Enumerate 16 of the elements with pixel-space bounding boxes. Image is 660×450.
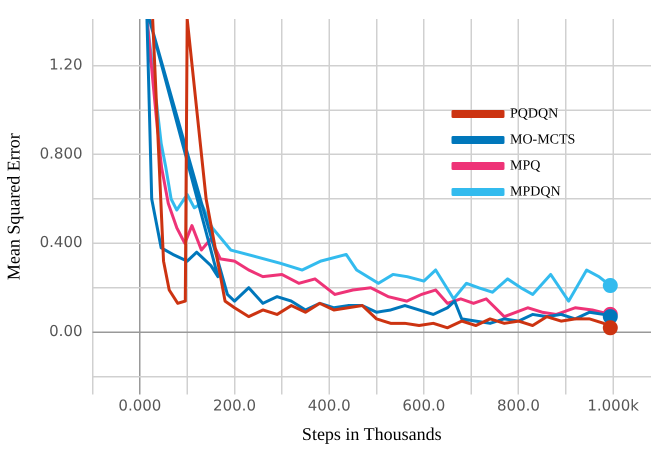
y-tick-label: 0.00 <box>49 322 83 340</box>
x-tick-label: 1.000k <box>587 396 640 414</box>
x-tick-label: 800.0 <box>497 396 540 414</box>
x-tick-label: 200.0 <box>213 396 256 414</box>
x-axis-title: Steps in Thousands <box>302 424 442 444</box>
x-tick-label: 600.0 <box>402 396 446 414</box>
x-tick-label: 0.000 <box>118 396 162 414</box>
y-tick-label: 1.20 <box>49 56 83 74</box>
x-tick-label: 400.0 <box>308 396 351 414</box>
legend-label: PQDQN <box>510 106 558 122</box>
legend-label: MPDQN <box>510 184 561 200</box>
y-axis-title: Mean Squared Error <box>4 133 24 280</box>
y-tick-label: 0.400 <box>40 233 83 252</box>
legend-label: MPQ <box>510 158 540 174</box>
legend-label: MO-MCTS <box>510 132 576 148</box>
y-tick-label: 0.800 <box>40 144 83 162</box>
